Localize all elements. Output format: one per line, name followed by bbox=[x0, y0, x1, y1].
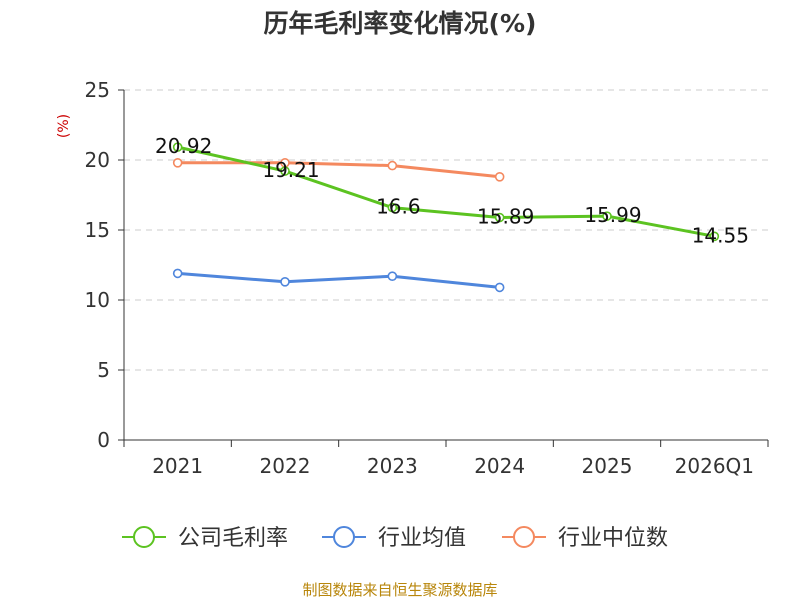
y-tick-label: 0 bbox=[97, 428, 110, 452]
data-point[interactable] bbox=[172, 268, 183, 279]
y-axis-unit-label: (%) bbox=[56, 114, 72, 138]
x-tick-label: 2024 bbox=[474, 454, 525, 478]
y-tick-label: 20 bbox=[85, 148, 110, 172]
legend[interactable]: 公司毛利率 行业均值 行业中位数 bbox=[122, 526, 668, 551]
data-label: 20.92 bbox=[155, 134, 212, 158]
data-point[interactable] bbox=[494, 282, 505, 293]
legend-label: 公司毛利率 bbox=[178, 526, 288, 551]
chart-title: 历年毛利率变化情况(%) bbox=[264, 9, 537, 38]
series-lines bbox=[172, 142, 720, 293]
grid-lines bbox=[124, 89, 768, 371]
data-point[interactable] bbox=[387, 271, 398, 282]
data-point[interactable] bbox=[387, 160, 398, 171]
y-tick-label: 10 bbox=[85, 288, 110, 312]
data-point[interactable] bbox=[709, 231, 720, 242]
data-point[interactable] bbox=[387, 202, 398, 213]
data-point[interactable] bbox=[602, 211, 612, 221]
legend-item[interactable]: 行业均值 bbox=[322, 526, 466, 551]
data-label: 14.55 bbox=[692, 223, 749, 247]
data-label: 15.99 bbox=[584, 203, 641, 227]
data-label: 19.21 bbox=[262, 158, 319, 182]
legend-marker bbox=[513, 526, 535, 548]
legend-label: 行业中位数 bbox=[558, 526, 668, 551]
legend-label: 行业均值 bbox=[378, 526, 466, 551]
data-label: 16.6 bbox=[376, 195, 421, 219]
legend-item[interactable]: 公司毛利率 bbox=[122, 526, 288, 551]
data-point[interactable] bbox=[494, 212, 505, 223]
series-line bbox=[176, 161, 502, 179]
legend-marker bbox=[333, 526, 355, 548]
series-line bbox=[176, 145, 716, 238]
data-labels: 20.92 19.21 16.6 15.89 15.99 14.55 bbox=[155, 134, 749, 247]
x-tick-label: 2023 bbox=[367, 454, 418, 478]
data-point[interactable] bbox=[280, 166, 290, 176]
legend-item[interactable]: 行业中位数 bbox=[502, 526, 668, 551]
source-note: 制图数据来自恒生聚源数据库 bbox=[302, 581, 497, 599]
x-tick-label: 2021 bbox=[152, 454, 203, 478]
y-tick-label: 15 bbox=[85, 218, 110, 242]
data-point[interactable] bbox=[172, 142, 183, 152]
series-line bbox=[176, 271, 502, 289]
data-point[interactable] bbox=[494, 172, 505, 182]
x-tick-label: 2026Q1 bbox=[675, 454, 754, 478]
legend-marker bbox=[133, 526, 155, 548]
data-point[interactable] bbox=[280, 276, 290, 287]
data-point[interactable] bbox=[172, 158, 183, 168]
x-tick-label: 2022 bbox=[260, 454, 311, 478]
y-tick-label: 25 bbox=[85, 78, 110, 102]
x-tick-label: 2025 bbox=[582, 454, 633, 478]
data-label: 15.89 bbox=[477, 205, 534, 229]
y-tick-label: 5 bbox=[97, 358, 110, 382]
